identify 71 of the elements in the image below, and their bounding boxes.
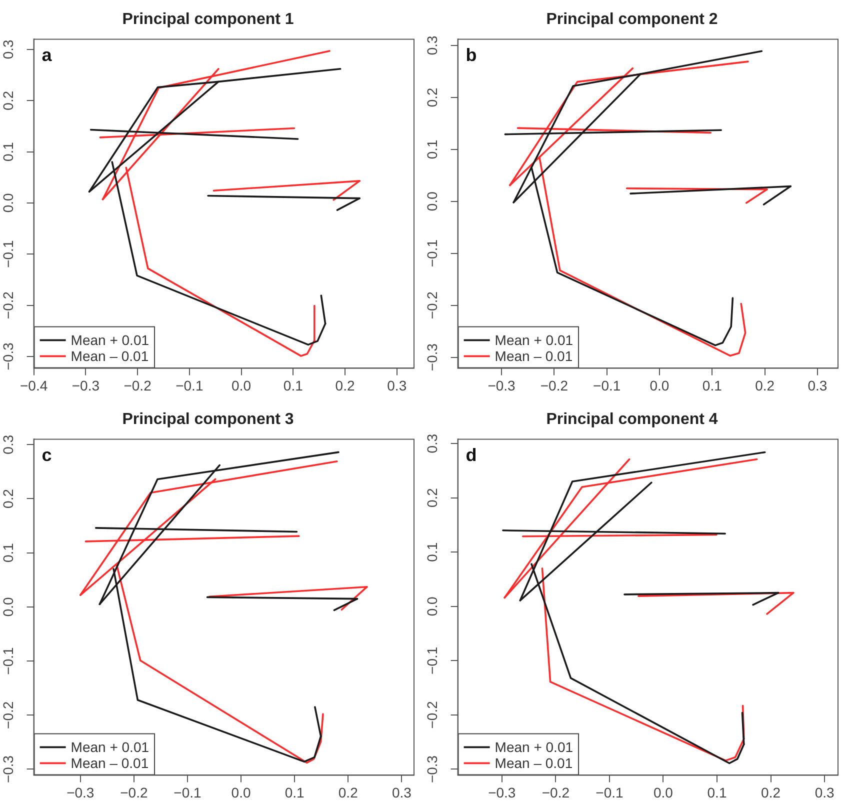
y-tick-label: −0.1 <box>424 646 440 674</box>
annotation: a <box>42 45 53 66</box>
x-tick-label: 0.3 <box>392 784 412 800</box>
x-tick-label: 0.0 <box>653 784 674 800</box>
chart-title: Principal component 3 <box>122 411 294 428</box>
x-tick-label: −0.4 <box>20 377 48 394</box>
legend-label: Mean – 0.01 <box>70 755 149 772</box>
legend-label: Mean – 0.01 <box>494 755 573 772</box>
y-tick-label: −0.2 <box>424 291 440 320</box>
y-tick-label: 0.3 <box>424 35 440 56</box>
y-tick-label: −0.1 <box>0 647 16 675</box>
y-tick-label: −0.2 <box>424 700 440 729</box>
x-tick-label: −0.3 <box>488 377 516 394</box>
x-tick-label: 0.0 <box>231 784 251 800</box>
x-tick-label: 0.3 <box>387 377 407 394</box>
x-tick-label: −0.1 <box>593 377 621 394</box>
y-tick-label: 0.0 <box>0 192 16 213</box>
y-tick-label: 0.3 <box>0 434 16 454</box>
x-tick-label: 0.2 <box>338 784 358 800</box>
x-tick-label: 0.3 <box>814 784 834 800</box>
y-tick-label: 0.1 <box>424 542 440 562</box>
y-tick-label: −0.2 <box>0 291 16 320</box>
x-tick-label: 0.1 <box>707 784 727 800</box>
y-tick-label: 0.1 <box>0 142 16 162</box>
x-tick-label: −0.3 <box>488 784 516 800</box>
annotation: b <box>466 45 477 66</box>
y-tick-label: 0.2 <box>0 90 16 110</box>
y-tick-label: 0.2 <box>0 488 16 508</box>
x-tick-label: −0.1 <box>596 784 624 800</box>
chart-title: Principal component 4 <box>546 411 718 428</box>
annotation: c <box>42 445 52 466</box>
y-tick-label: 0.0 <box>424 191 440 212</box>
x-tick-label: −0.1 <box>174 784 202 800</box>
x-tick-label: 0.3 <box>808 377 828 394</box>
y-tick-label: 0.2 <box>424 87 440 108</box>
legend-label: Mean + 0.01 <box>70 332 150 348</box>
y-tick-label: 0.3 <box>424 434 440 454</box>
y-tick-label: −0.3 <box>424 343 440 372</box>
x-tick-label: 0.2 <box>755 377 775 394</box>
x-tick-label: −0.3 <box>66 784 94 800</box>
legend-label: Mean + 0.01 <box>494 332 574 348</box>
x-tick-label: 0.2 <box>335 377 355 394</box>
x-tick-label: −0.2 <box>120 784 148 800</box>
y-tick-label: 0.1 <box>0 542 16 563</box>
x-tick-label: −0.2 <box>124 377 152 394</box>
y-tick-label: −0.1 <box>424 239 440 268</box>
y-tick-label: −0.3 <box>0 342 16 370</box>
legend-label: Mean – 0.01 <box>70 348 149 364</box>
x-tick-label: −0.1 <box>176 377 204 394</box>
annotation: d <box>466 445 477 466</box>
y-tick-label: 0.0 <box>424 596 440 616</box>
chart-title: Principal component 2 <box>546 11 718 28</box>
x-tick-label: 0.0 <box>650 377 670 394</box>
x-tick-label: −0.2 <box>540 377 568 394</box>
y-tick-label: 0.1 <box>424 139 440 160</box>
x-tick-label: −0.3 <box>72 377 100 394</box>
legend-label: Mean + 0.01 <box>494 739 574 756</box>
y-tick-label: −0.2 <box>0 701 16 729</box>
y-tick-label: 0.0 <box>0 596 16 617</box>
x-tick-label: −0.2 <box>542 784 570 800</box>
y-tick-label: −0.1 <box>0 240 16 268</box>
x-tick-label: 0.1 <box>702 377 722 394</box>
x-tick-label: 0.1 <box>284 784 305 800</box>
x-tick-label: 0.0 <box>232 377 252 394</box>
y-tick-label: 0.2 <box>424 488 440 508</box>
legend-label: Mean + 0.01 <box>70 739 150 756</box>
legend-label: Mean – 0.01 <box>494 348 573 364</box>
x-tick-label: 0.1 <box>283 377 304 394</box>
y-tick-label: 0.3 <box>0 39 16 60</box>
x-tick-label: 0.2 <box>761 784 781 800</box>
chart-title: Principal component 1 <box>122 11 294 28</box>
